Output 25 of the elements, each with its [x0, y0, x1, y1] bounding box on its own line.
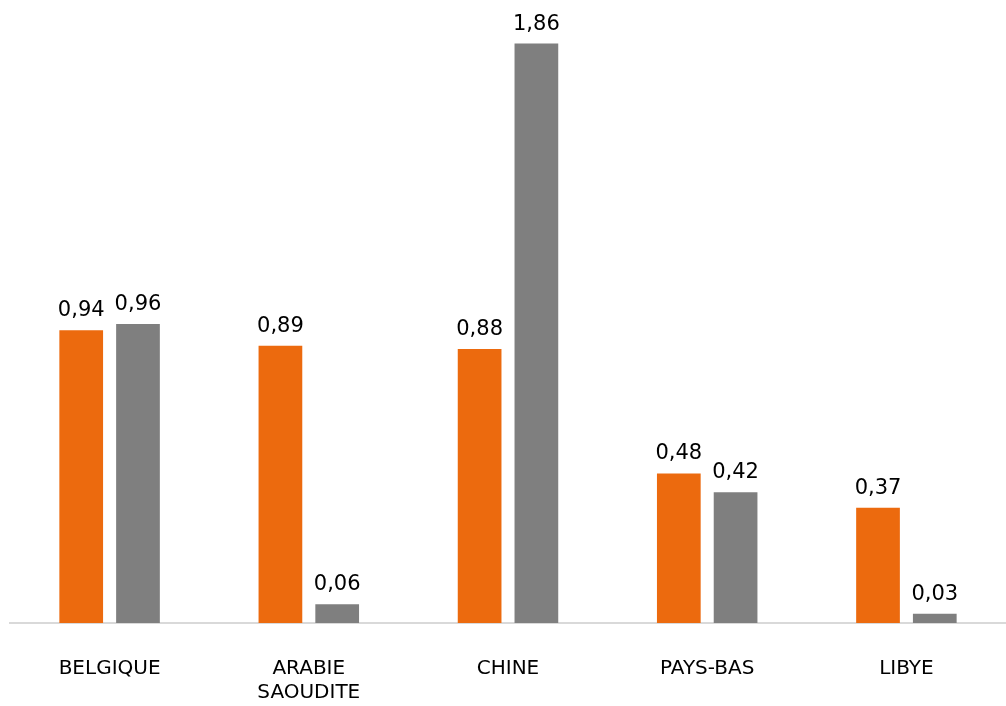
data-label: 0,96	[114, 290, 162, 315]
data-label: 0,06	[313, 571, 361, 596]
bar	[656, 473, 701, 623]
bar	[856, 507, 900, 623]
bar	[258, 345, 303, 623]
bar	[116, 323, 160, 623]
x-tick-label: BELGIQUE	[58, 655, 161, 680]
bar	[457, 348, 502, 623]
bar	[713, 492, 758, 623]
data-label: 0,37	[854, 474, 902, 499]
x-tick-label: CHINE	[476, 655, 540, 680]
bar	[315, 604, 360, 623]
data-label: 0,03	[911, 580, 959, 605]
data-label: 0,88	[456, 315, 503, 340]
data-label: 0,89	[257, 312, 304, 337]
x-tick-label: ARABIE SAOUDITE	[257, 655, 361, 704]
data-label: 1,86	[513, 10, 560, 35]
data-label: 0,94	[57, 297, 105, 322]
bar	[514, 43, 559, 623]
data-label: 0,42	[712, 459, 759, 484]
x-tick-label: LIBYE	[879, 655, 934, 680]
x-tick-label: PAYS-BAS	[659, 655, 755, 680]
data-label: 0,48	[655, 440, 703, 465]
bar	[912, 613, 957, 623]
bar	[59, 330, 104, 623]
